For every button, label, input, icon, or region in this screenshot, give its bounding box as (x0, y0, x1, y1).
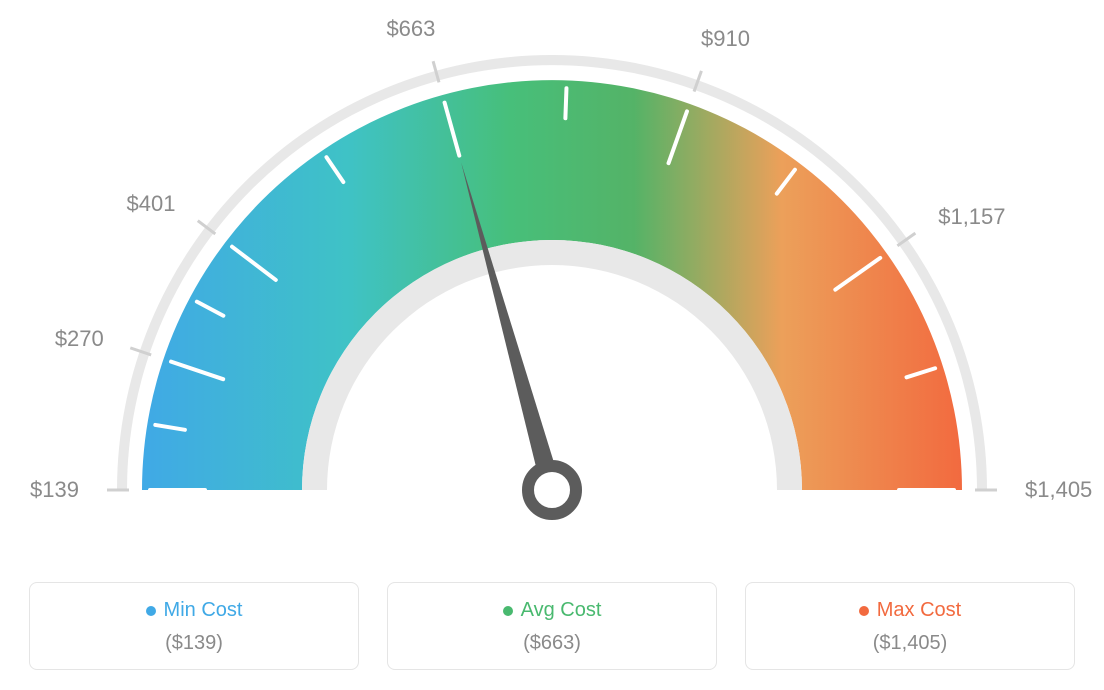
legend-dot-min (146, 606, 156, 616)
gauge-svg (0, 0, 1104, 560)
legend-value-avg: ($663) (523, 632, 581, 655)
legend-card-max: Max Cost ($1,405) (745, 582, 1075, 670)
legend-value-max: ($1,405) (873, 632, 948, 655)
legend-label-avg: Avg Cost (503, 599, 602, 622)
legend-text-max: Max Cost (877, 599, 961, 622)
gauge-tick-label: $663 (386, 16, 435, 42)
gauge-tick-label: $910 (701, 26, 750, 52)
legend-dot-avg (503, 606, 513, 616)
legend-text-avg: Avg Cost (521, 599, 602, 622)
gauge-tick-label: $139 (30, 477, 79, 503)
legend-dot-max (859, 606, 869, 616)
legend-card-min: Min Cost ($139) (29, 582, 359, 670)
legend-text-min: Min Cost (164, 599, 243, 622)
legend-value-min: ($139) (165, 632, 223, 655)
legend-row: Min Cost ($139) Avg Cost ($663) Max Cost… (0, 582, 1104, 670)
gauge-tick-label: $401 (127, 191, 176, 217)
legend-label-max: Max Cost (859, 599, 961, 622)
gauge-chart: $139 $270 $401 $663 $910 $1,157 $1,405 (0, 0, 1104, 560)
legend-card-avg: Avg Cost ($663) (387, 582, 717, 670)
gauge-tick-label: $1,157 (938, 204, 1005, 230)
gauge-tick-label: $1,405 (1025, 477, 1092, 503)
gauge-tick-label: $270 (55, 326, 104, 352)
legend-label-min: Min Cost (146, 599, 243, 622)
